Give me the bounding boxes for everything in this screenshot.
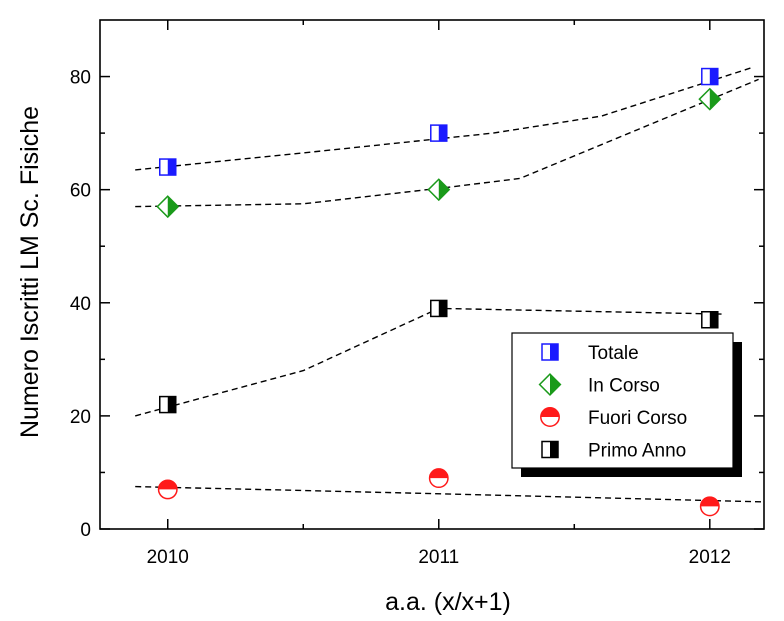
trend-line [135,78,759,208]
legend-label: Primo Anno [588,441,686,462]
data-point [157,479,178,500]
data-point [159,395,177,414]
data-point [701,67,719,86]
legend-label: Totale [588,343,639,364]
trend-line [135,485,765,503]
y-tick-label: 80 [70,68,91,89]
data-point [427,178,451,202]
data-point [698,87,722,111]
x-tick-label: 2011 [418,547,459,568]
data-point [430,299,448,318]
x-axis-title: a.a. (x/x+1) [385,588,511,616]
x-tick-label: 2012 [689,547,731,568]
y-tick-label: 60 [70,181,91,202]
data-point [699,496,720,517]
legend-marker [540,407,560,427]
legend-label: Fuori Corso [588,408,687,429]
trend-line [135,307,724,417]
trend-lines [135,67,765,503]
data-point [159,158,177,176]
legend-marker [538,373,562,396]
legend-label: In Corso [588,376,660,397]
plot-frame [99,19,765,530]
data-point [430,124,448,142]
legend-marker [541,343,559,361]
data-point [428,468,449,489]
data-points [156,67,722,517]
axis-ticks: 2010 2011 2012 0 20 40 60 80 [70,20,764,568]
data-point [156,195,180,219]
y-tick-label: 20 [70,407,91,428]
x-tick-label: 2010 [147,547,189,568]
y-axis-title: Numero Iscritti LM Sc. Fisiche [16,106,44,438]
trend-line [135,67,751,171]
legend-marker [541,440,559,459]
y-tick-label: 40 [70,294,91,315]
legend: Totale In Corso Fuori Corso Primo Anno [511,332,742,477]
data-point [701,310,719,329]
y-tick-label: 0 [80,520,91,541]
